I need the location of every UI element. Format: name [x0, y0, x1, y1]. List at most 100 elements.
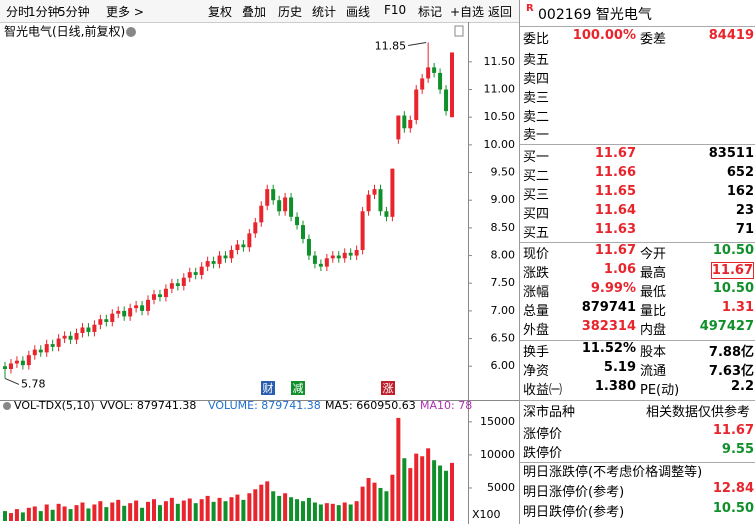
candle-body [20, 360, 25, 366]
volume-bar [306, 497, 311, 521]
volume-bar [152, 499, 156, 521]
candle-body [432, 67, 437, 73]
quote-cell: 卖一 [523, 128, 550, 143]
volume-header: MA10: 78 [420, 399, 472, 412]
volume-bar [169, 497, 174, 521]
candle-body [360, 211, 365, 251]
candle-body [235, 244, 240, 251]
volume-bar [86, 508, 91, 521]
toolbar-button[interactable]: F10 [384, 3, 407, 17]
toolbar-button[interactable]: 5分钟 [58, 5, 90, 19]
event-label: 财 [263, 381, 274, 395]
candle-body [301, 225, 305, 239]
volume-bar [295, 499, 300, 521]
quote-cell: 11.52% [581, 341, 636, 356]
chart: 智光电气(日线,前复权) 6.00 6.50 7.00 7.50 8.00 8.50 9.0… [0, 22, 519, 524]
candle-body [98, 319, 103, 325]
quote-cell: 10.50 [712, 281, 754, 296]
toolbar-button[interactable]: 叠加 [242, 5, 267, 19]
quote-cell: 股本 [640, 345, 667, 360]
volume-header: VOLUME: 879741.38 [208, 399, 321, 412]
event-badge [291, 381, 305, 395]
panel-icon[interactable] [454, 25, 464, 37]
volume-bar [402, 458, 407, 521]
quote-cell: 83511 [708, 146, 754, 161]
y-tick-label: 10.50 [484, 110, 516, 123]
candle-body [390, 168, 395, 217]
quote-cell: 卖二 [523, 110, 550, 125]
candle-body [366, 194, 371, 212]
toolbar-button[interactable]: 标记 [418, 5, 443, 19]
toolbar-button[interactable]: 统计 [312, 5, 337, 19]
toolbar-button[interactable]: 返回 [488, 5, 513, 19]
toolbar-button[interactable]: +自选 [450, 5, 485, 19]
volume-header: VOL-TDX(5,10) [14, 399, 95, 412]
volume-bar [56, 503, 61, 521]
candle-body [211, 261, 216, 264]
toolbar-button[interactable]: 复权 [208, 5, 233, 19]
quote-cell: 委差 [640, 32, 667, 47]
volume-bar [175, 503, 180, 521]
toolbar-button[interactable]: 分时 [6, 5, 31, 19]
candle-body [157, 294, 162, 298]
volume-bar [163, 501, 168, 521]
candle-body [229, 250, 234, 259]
toolbar-button[interactable]: 1分钟 [28, 5, 60, 19]
quote-cell: 卖五 [523, 53, 550, 68]
volume-bar [348, 504, 353, 521]
candle-body [3, 366, 7, 370]
volume-bar [223, 501, 228, 521]
quote-cell: 11.67 [710, 262, 754, 279]
volume-bar [444, 470, 449, 521]
volume-bar [253, 489, 258, 521]
candle-body [146, 299, 151, 311]
candle-body [217, 255, 222, 264]
candle-body [122, 310, 127, 317]
toolbar-button[interactable]: 更多 > [106, 5, 144, 19]
candle-body [187, 272, 192, 278]
quote-cell: 879741 [581, 300, 636, 315]
candle-body [86, 327, 91, 332]
quote-cell: 10.50 [712, 501, 754, 516]
candle-body [384, 211, 389, 217]
quote-cell: 跌停价 [523, 446, 563, 461]
y-tick-label: 6.50 [491, 332, 516, 345]
divider [520, 400, 755, 401]
candle-body [193, 272, 198, 275]
quote-cell: 量比 [640, 304, 667, 319]
quote-cell: 涨停价 [523, 427, 563, 442]
quote-cell: 净资 [523, 364, 550, 379]
candle-body [324, 258, 329, 267]
volume-bar [44, 504, 49, 521]
candle-body [306, 238, 311, 256]
quote-cell: 总量 [523, 304, 550, 319]
toolbar-button[interactable]: 历史 [278, 5, 303, 19]
candle-body [342, 252, 347, 259]
candle-body [14, 360, 19, 364]
quote-cell: 11.63 [594, 222, 636, 237]
dropdown-icon[interactable] [126, 27, 136, 37]
y-tick-label: 7.50 [491, 276, 516, 289]
volume-bar [74, 505, 79, 521]
volume-bar [140, 507, 145, 521]
volume-bar [265, 481, 270, 521]
volume-bar [211, 501, 216, 521]
quote-cell: 换手 [523, 345, 550, 360]
volume-bar [259, 484, 264, 521]
candle-body [450, 52, 454, 118]
event-badge [381, 381, 395, 395]
volume-bar [187, 498, 192, 521]
quote-cell: 买四 [523, 207, 550, 222]
dropdown-icon[interactable] [3, 402, 11, 410]
quote-cell: 11.67 [712, 423, 754, 438]
volume-bar [378, 487, 383, 521]
quote-cell: 委比 [523, 32, 550, 47]
volume-bar [372, 482, 377, 521]
quote-cell: 流通 [640, 364, 667, 379]
quote-cell: 23 [735, 203, 754, 218]
candle-body [38, 349, 43, 353]
toolbar-button[interactable]: 画线 [346, 5, 371, 19]
candle-body [295, 216, 300, 226]
candle-body [241, 244, 246, 248]
candle-body [277, 200, 282, 212]
